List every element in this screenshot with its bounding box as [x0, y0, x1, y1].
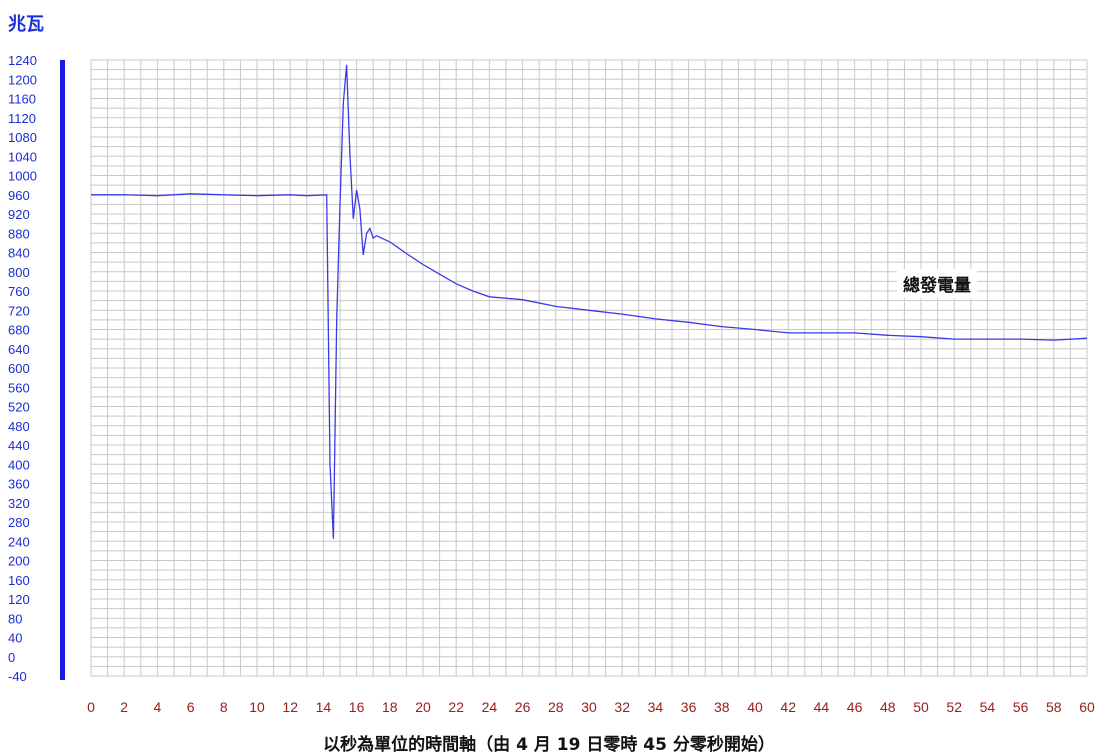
y-tick-label: 320 — [8, 496, 30, 511]
y-tick-label: 840 — [8, 246, 30, 261]
y-tick-label: 480 — [8, 419, 30, 434]
x-tick-label: 28 — [548, 699, 564, 715]
y-tick-label: 120 — [8, 592, 30, 607]
y-tick-label: 1200 — [8, 72, 37, 87]
series-line — [91, 64, 1088, 539]
y-tick-label: -40 — [8, 669, 27, 684]
x-tick-label: 36 — [681, 699, 697, 715]
x-tick-label: 52 — [946, 699, 962, 715]
x-tick-label: 0 — [87, 699, 95, 715]
y-tick-labels: -40 0 40 80 120 160 200 240 280 320 360 400 440 480 52… — [8, 53, 37, 684]
y-tick-label: 360 — [8, 477, 30, 492]
x-tick-label: 2 — [120, 699, 128, 715]
y-tick-label: 1160 — [8, 92, 36, 107]
y-tick-label: 200 — [8, 554, 30, 569]
x-tick-label: 18 — [382, 699, 398, 715]
y-tick-label: 960 — [8, 188, 30, 203]
y-tick-label: 240 — [8, 534, 30, 549]
y-tick-label: 80 — [8, 611, 22, 626]
x-tick-label: 40 — [747, 699, 763, 715]
y-tick-label: 40 — [8, 631, 22, 646]
x-tick-label: 24 — [482, 699, 498, 715]
y-tick-label: 600 — [8, 361, 30, 376]
x-tick-label: 10 — [249, 699, 265, 715]
y-tick-label: 400 — [8, 457, 30, 472]
y-tick-label: 280 — [8, 515, 30, 530]
x-tick-label: 8 — [220, 699, 228, 715]
x-tick-label: 44 — [814, 699, 830, 715]
y-tick-label: 1040 — [8, 149, 37, 164]
x-tick-labels: 0 2 4 6 8 10 12 14 16 18 20 22 24 26 28 30 32 34 36 38 40 42 4… — [87, 699, 1095, 715]
y-tick-label: 720 — [8, 303, 30, 318]
x-axis-label: 以秒為單位的時間軸（由 4 月 19 日零時 45 分零秒開始） — [323, 735, 775, 755]
y-tick-label: 160 — [8, 573, 30, 588]
y-tick-label: 760 — [8, 284, 30, 299]
y-tick-label: 880 — [8, 226, 30, 241]
series-annotation: 總發電量 — [897, 269, 977, 298]
x-tick-label: 48 — [880, 699, 896, 715]
x-tick-label: 42 — [780, 699, 796, 715]
x-tick-label: 34 — [648, 699, 664, 715]
x-tick-label: 60 — [1079, 699, 1095, 715]
x-tick-label: 56 — [1013, 699, 1029, 715]
grid — [90, 59, 1088, 677]
x-tick-label: 22 — [448, 699, 464, 715]
y-tick-label: 560 — [8, 380, 30, 395]
y-tick-label: 1240 — [8, 53, 37, 68]
x-tick-label: 58 — [1046, 699, 1062, 715]
y-tick-label: 0 — [8, 650, 15, 665]
y-tick-label: 1000 — [8, 169, 37, 184]
x-tick-label: 50 — [913, 699, 929, 715]
x-tick-label: 46 — [847, 699, 863, 715]
y-axis-bar — [60, 60, 65, 680]
x-tick-label: 32 — [614, 699, 630, 715]
x-tick-label: 54 — [980, 699, 996, 715]
y-tick-label: 1120 — [8, 111, 36, 126]
x-tick-label: 16 — [349, 699, 365, 715]
x-tick-label: 26 — [515, 699, 531, 715]
x-tick-label: 38 — [714, 699, 730, 715]
x-tick-label: 4 — [154, 699, 162, 715]
y-tick-label: 440 — [8, 438, 30, 453]
y-tick-label: 1080 — [8, 130, 37, 145]
x-tick-label: 6 — [187, 699, 195, 715]
y-tick-label: 520 — [8, 400, 30, 415]
x-tick-label: 20 — [415, 699, 431, 715]
y-tick-label: 920 — [8, 207, 30, 222]
y-axis-unit-label: 兆瓦 — [8, 14, 44, 35]
y-tick-label: 680 — [8, 323, 30, 338]
x-tick-label: 12 — [282, 699, 298, 715]
x-tick-label: 30 — [581, 699, 597, 715]
y-tick-label: 640 — [8, 342, 30, 357]
y-tick-label: 800 — [8, 265, 30, 280]
x-tick-label: 14 — [316, 699, 332, 715]
